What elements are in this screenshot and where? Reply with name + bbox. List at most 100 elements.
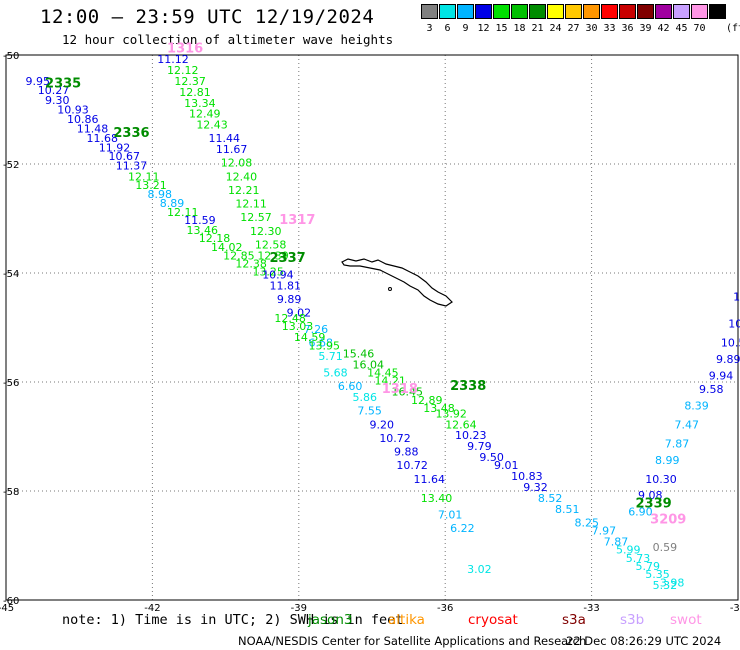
- legend-swatch: [475, 4, 492, 19]
- legend-label: 9: [462, 23, 469, 34]
- wave-height-label: 9.89: [716, 353, 740, 366]
- legend-label: 36: [621, 23, 634, 34]
- wave-height-label: 6.68: [309, 337, 334, 350]
- legend-label: 15: [495, 23, 508, 34]
- wave-height-label: 12.37: [174, 75, 206, 88]
- wave-height-label: 9.58: [699, 383, 724, 396]
- legend-label: 42: [657, 23, 670, 34]
- legend-label: 3: [426, 23, 433, 34]
- wave-height-label: 12.18: [199, 232, 231, 245]
- wave-height-label: 11.68: [87, 132, 119, 145]
- island-outline: [341, 258, 453, 307]
- wave-height-label: 10.86: [67, 113, 99, 126]
- wave-height-label: 10.00: [733, 290, 740, 303]
- wave-height-label: 8.99: [655, 454, 680, 467]
- wave-height-label: 11.64: [413, 473, 445, 486]
- legend-swatch: [583, 4, 600, 19]
- wave-height-label: 5.71: [318, 350, 343, 363]
- legend-swatch: [655, 4, 672, 19]
- mission-label-jason3: jason3: [308, 612, 353, 628]
- wave-height-label: 14.59: [294, 331, 326, 344]
- wave-height-label: 13.92: [435, 407, 467, 420]
- lon-tick-label: -33: [583, 603, 599, 614]
- wave-height-label: 12.64: [445, 418, 477, 431]
- wave-height-label: 12.08: [221, 157, 253, 170]
- wave-height-label: 9.01: [494, 459, 519, 472]
- legend-swatch: [565, 4, 582, 19]
- legend-label: 70: [693, 23, 706, 34]
- page-title: 12:00 — 23:59 UTC 12/19/2024: [40, 6, 375, 28]
- wave-height-label: 9.30: [45, 94, 70, 107]
- wave-height-label: 9.20: [370, 418, 395, 431]
- wave-height-label: 12.11: [235, 198, 266, 211]
- wave-labels: 9.9510.279.3010.9310.8611.4811.6811.9210…: [26, 53, 740, 592]
- mission-label-altika: altika: [388, 612, 425, 628]
- wave-height-label: 13.40: [421, 492, 453, 505]
- wave-height-label: 13.46: [187, 224, 219, 237]
- pass-number-label: 2335: [45, 77, 81, 92]
- wave-height-label: 8.39: [684, 399, 709, 412]
- wave-height-label: 10.94: [262, 268, 294, 281]
- legend-swatch: [637, 4, 654, 19]
- legend-swatch: [439, 4, 456, 19]
- wave-height-label: 13.25: [252, 266, 284, 279]
- lat-tick-label: -50: [3, 51, 19, 62]
- lat-tick-label: -54: [3, 269, 19, 280]
- legend-swatch: [709, 4, 726, 19]
- wave-height-label: 10.30: [645, 473, 677, 486]
- legend-unit: (ft): [726, 23, 740, 34]
- wave-height-label: 5.79: [636, 560, 661, 573]
- wave-height-label: 7.26: [304, 323, 329, 336]
- lon-tick-label: -39: [291, 603, 307, 614]
- wave-height-label: 12.11: [128, 170, 160, 183]
- wave-height-label: 12.38: [235, 258, 266, 271]
- wave-height-label: 7.87: [604, 536, 629, 549]
- wave-height-label: 8.51: [555, 503, 580, 516]
- legend-label: 6: [444, 23, 451, 34]
- wave-height-label: 9.50: [479, 451, 504, 464]
- wave-height-label: 12.57: [240, 211, 271, 224]
- wave-height-label: 13.03: [282, 320, 314, 333]
- wave-height-label: 13.34: [184, 97, 216, 110]
- wave-height-label: 16.04: [352, 358, 384, 371]
- wave-height-label: 9.02: [287, 307, 312, 320]
- pass-labels: 2335 2336 2337 2338 2339 1316 1317 1318 3209: [45, 41, 686, 527]
- wave-height-label: 8.25: [575, 516, 600, 529]
- legend-label: 24: [549, 23, 562, 34]
- wave-height-label: 13.21: [135, 179, 167, 192]
- legend-swatch: [691, 4, 708, 19]
- wave-height-label: 10.72: [396, 459, 428, 472]
- south-georgia-coastline: [341, 258, 453, 307]
- wave-height-label: 3.98: [660, 576, 685, 589]
- mission-label-swot: swot: [670, 612, 702, 628]
- wave-height-label: 11.81: [270, 279, 302, 292]
- wave-height-label: 11.92: [99, 141, 131, 154]
- wave-height-label: 11.48: [77, 122, 109, 135]
- legend-swatch: [547, 4, 564, 19]
- legend-label: 45: [675, 23, 688, 34]
- mission-label-s3a: s3a: [562, 612, 586, 628]
- wave-height-label: 12.89: [411, 394, 443, 407]
- footer-note: note: 1) Time is in UTC; 2) SWH is in fe…: [62, 612, 404, 628]
- islet: [388, 287, 392, 291]
- pass-number-label: 2337: [270, 251, 306, 266]
- wave-height-label: 16.45: [392, 386, 424, 399]
- pass-number-label: 2338: [450, 379, 486, 394]
- page-subtitle: 12 hour collection of altimeter wave hei…: [62, 32, 394, 47]
- wave-height-label: 12.40: [226, 170, 258, 183]
- legend-swatch: [457, 4, 474, 19]
- wave-height-label: 12.39: [257, 249, 289, 262]
- wave-height-label: 10.93: [57, 103, 89, 116]
- lat-tick-label: -58: [3, 487, 19, 498]
- map-frame: [5, 54, 739, 601]
- wave-height-label: 8.89: [160, 197, 185, 210]
- wave-height-label: 10.72: [379, 432, 411, 445]
- legend-swatch: [511, 4, 528, 19]
- wave-height-label: 13.48: [423, 402, 455, 415]
- pass-number-label: 1316: [167, 41, 203, 56]
- mission-label-s3b: s3b: [620, 612, 645, 628]
- wave-height-label: 12.43: [196, 119, 228, 132]
- wave-height-label: 5.35: [645, 568, 670, 581]
- wave-height-label: 10.30: [728, 318, 740, 331]
- wave-height-label: 10.23: [455, 429, 487, 442]
